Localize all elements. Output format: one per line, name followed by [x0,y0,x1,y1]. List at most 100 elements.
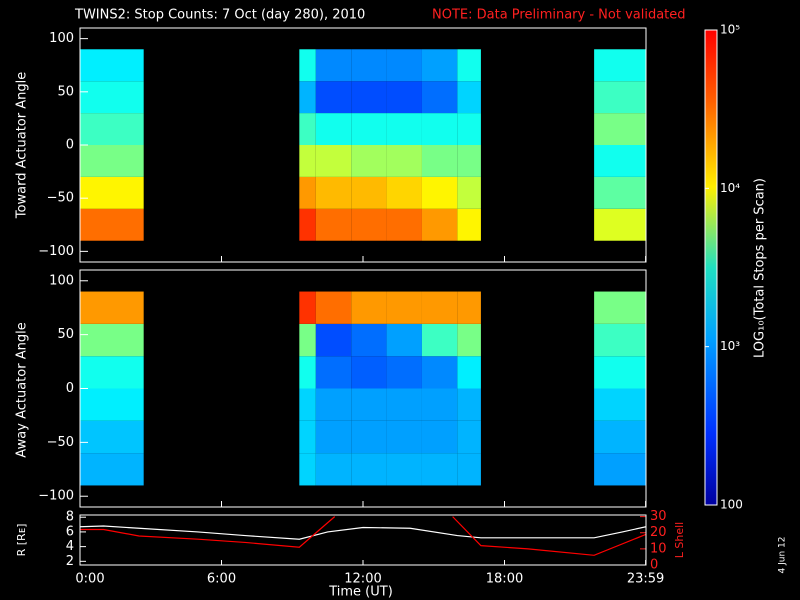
heatmap-cell [594,420,646,454]
line [80,525,646,540]
heatmap-cell [457,81,481,114]
heatmap-cell [351,420,387,454]
heatmap-cell [351,176,387,209]
heatmap-cell [594,453,646,486]
y-tick-label: −100 [38,244,74,259]
y-axis-label: R [Rᴇ] [15,524,28,557]
heatmap-cell [457,323,481,357]
y2-tick-label: 20 [650,525,667,540]
heatmap-cell [457,49,481,82]
y-tick-label: 2 [66,554,74,569]
heatmap-cell [457,420,481,454]
heatmap-cell [457,291,481,324]
heatmap-cell [594,208,646,241]
heatmap-cell [315,453,352,486]
heatmap-cell [594,323,646,357]
heatmap-cell [80,323,144,357]
x-axis-label: Time (UT) [328,585,393,600]
colorbar-tick-label: 100 [720,498,743,512]
y2-tick-label: 30 [650,509,667,524]
y2-axis-label: L Shell [673,522,686,558]
heatmap-cell [594,49,646,82]
heatmap-cell [421,208,458,241]
heatmap-cell [386,208,422,241]
heatmap-cell [351,388,387,421]
heatmap-cell [421,113,458,145]
heatmap-cell [299,388,316,421]
heatmap-cell [299,145,316,177]
heatmap-cell [80,356,144,389]
heatmap-cell [421,356,458,389]
y-tick-label: 100 [49,273,74,288]
heatmap-cell [80,420,144,454]
heatmap-cell [421,49,458,82]
x-tick-label: 6:00 [207,572,236,587]
heatmap-cell [299,323,316,357]
heatmap-cell [315,356,352,389]
heatmap-cell [351,453,387,486]
heatmap-cell [299,291,316,324]
heatmap-cell [299,49,316,82]
heatmap-cell [315,291,352,324]
y-tick-label: 0 [66,138,74,153]
heatmap-cell [315,420,352,454]
heatmap-cell [80,291,144,324]
heatmap-cell [457,208,481,241]
heatmap-cell [315,81,352,114]
heatmap-cell [80,176,144,209]
y2-tick-label: 10 [650,541,667,556]
y-axis-label: Toward Actuator Angle [15,72,30,219]
heatmap-cell [457,453,481,486]
heatmap-cell [315,388,352,421]
heatmap-cell [457,388,481,421]
y-axis-label: Away Actuator Angle [15,322,30,457]
plot-frame [79,514,647,566]
colorbar-tick-label: 10³ [720,339,740,353]
heatmap-cell [386,420,422,454]
heatmap-cell [80,388,144,421]
footer: 4 Jun 12 [778,537,788,574]
heatmap-cell [315,176,352,209]
heatmap-cell [457,145,481,177]
heatmap-cell [386,356,422,389]
heatmap-cell [351,81,387,114]
heatmap-cell [299,113,316,145]
heatmap-cell [457,356,481,389]
heatmap-cell [351,356,387,389]
heatmap-cell [386,388,422,421]
heatmap-cell [594,388,646,421]
heatmap-cell [386,81,422,114]
heatmap-cell [80,208,144,241]
heatmap-cell [299,208,316,241]
heatmap-cell [80,81,144,114]
heatmap-cell [457,113,481,145]
heatmap-cell [421,81,458,114]
y-tick-label: 4 [66,539,74,554]
heatmap-cell [351,323,387,357]
heatmap-cell [594,81,646,114]
heatmap-cell [315,113,352,145]
note: NOTE: Data Preliminary - Not validated [432,8,686,23]
heatmap-cell [386,453,422,486]
colorbar-tick-label: 10⁵ [720,23,740,37]
heatmap-cell [351,291,387,324]
heatmap-cell [351,113,387,145]
heatmap-cell [386,49,422,82]
heatmap-cell [457,176,481,209]
x-tick-label: 0:00 [75,572,104,587]
heatmap-cell [299,356,316,389]
heatmap-cell [315,323,352,357]
heatmap-cell [315,208,352,241]
heatmap-cell [421,453,458,486]
y-tick-label: 50 [57,327,74,342]
heatmap-cell [351,145,387,177]
heatmap-cell [299,176,316,209]
line [80,516,646,556]
y-tick-label: −100 [38,489,74,504]
heatmap-cell [421,323,458,357]
y-tick-label: −50 [47,435,74,450]
heatmap-cell [80,453,144,486]
heatmap-cell [315,145,352,177]
y-tick-label: 8 [66,510,74,525]
y-tick-label: 6 [66,524,74,539]
